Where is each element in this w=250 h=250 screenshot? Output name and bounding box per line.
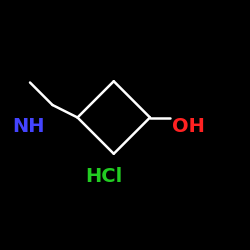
Text: NH: NH <box>12 117 45 136</box>
Text: HCl: HCl <box>85 167 122 186</box>
Text: OH: OH <box>172 117 205 136</box>
